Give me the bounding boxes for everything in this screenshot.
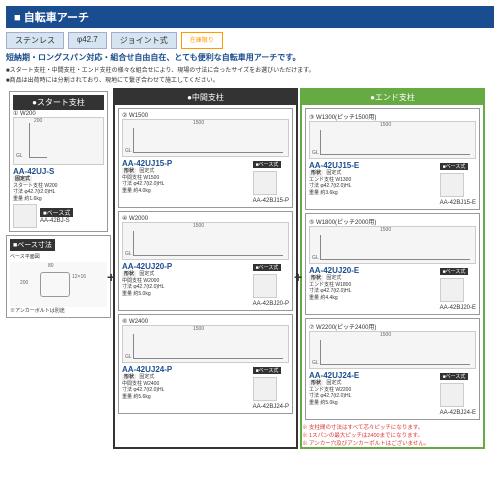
end-column: + ●エンド支柱 ③ W1300(ピッチ1500用)1500GLAA-42UJ1… [300,88,485,449]
tag-material: ステンレス [6,32,64,49]
item-diagram: 1500GL [122,119,289,157]
item-num: ⑥ W2400 [122,318,289,325]
item-base-img [253,377,277,401]
item-spec: 形状 固定式中間支柱 W2000 寸法 φ42.7(t2.0)HL 重量 約5.… [122,271,249,297]
item-spec: 形状 固定式中間支柱 W1500 寸法 φ42.7(t2.0)HL 重量 約4.… [122,168,249,194]
item-base-lbl: ■ベース式 [440,163,469,170]
item-num: ⑦ W2200(ピッチ2400用) [309,322,476,331]
plus-icon: + [294,269,302,285]
item-base-model: AA-42BJ20-E [440,305,476,311]
item-base-img [440,173,464,197]
col1-spec: 固定式スタート支柱 W200 寸法 φ42.7(t2.0)HL 重量 約1.6k… [13,176,104,202]
item-base-lbl: ■ベース式 [440,268,469,275]
item-diagram: 1500GL [309,226,476,264]
item-spec: 形状 固定式エンド支柱 W1300 寸法 φ42.7(t2.0)HL 重量 約3… [309,170,436,196]
item-base-img [253,274,277,298]
sub-text-2: ■商品は出荷時には分割されており、現地にて繋ぎ合わせて施工してください。 [6,75,494,84]
col1-num: ① W200 [13,110,104,117]
base-dimension: ■ベース寸法 ベース平面図 200 80 12×16 ※アンカーボルトは別途 [6,235,111,318]
product-item: ⑥ W24001500GL AA-42UJ24-P形状 固定式中間支柱 W2400… [118,314,293,414]
item-diagram: 1500GL [122,222,289,260]
item-num: ⑤ W1800(ピッチ2000用) [309,217,476,226]
item-num: ④ W2000 [122,215,289,222]
middle-column: + ●中間支柱 ② W15001500GLAA-42UJ15-P形状 固定式中間… [113,88,298,449]
col1-base-lbl: ■ベース式 [40,208,73,217]
item-model: AA-42UJ20-E [309,266,436,275]
item-model: AA-42UJ24-E [309,371,436,380]
item-base-model: AA-42BJ15-P [253,198,289,204]
col1-base-img [13,204,37,228]
col1-diagram: 200 GL [13,117,104,165]
item-num: ② W1500 [122,112,289,119]
page-title: ■ 自転車アーチ [6,6,494,28]
item-model: AA-42UJ20-P [122,262,249,271]
col1-base-model: AA-42BJ-S [40,218,70,224]
item-model: AA-42UJ15-E [309,161,436,170]
footnotes: ※ 支柱間の寸法はすべて芯々ピッチになります。 ※ 1スパンの最大ピッチは240… [302,423,483,447]
item-model: AA-42UJ24-P [122,365,249,374]
item-base-lbl: ■ベース式 [253,264,282,271]
item-base-model: AA-42BJ15-E [440,200,476,206]
item-base-model: AA-42BJ24-E [440,410,476,416]
product-grid: ●スタート支柱 ① W200 200 GL AA-42UJ-S 固定式スタート支… [6,88,494,449]
col1-model: AA-42UJ-S [13,167,104,176]
item-base-model: AA-42BJ24-P [253,404,289,410]
tag-stock: 在庫限り [181,32,223,49]
tag-diameter: φ42.7 [68,32,107,49]
product-item: ⑦ W2200(ピッチ2400用)1500GL AA-42UJ24-E形状 固定式… [305,318,480,420]
tag-row: ステンレス φ42.7 ジョイント式 在庫限り [6,32,494,49]
product-item: ③ W1300(ピッチ1500用)1500GL AA-42UJ15-E形状 固定式… [305,108,480,210]
item-base-img [440,278,464,302]
item-diagram: 1500GL [309,331,476,369]
item-base-lbl: ■ベース式 [440,373,469,380]
item-base-model: AA-42BJ20-P [253,301,289,307]
item-base-img [253,171,277,195]
item-base-lbl: ■ベース式 [253,367,282,374]
product-item: ⑤ W1800(ピッチ2000用)1500GL AA-42UJ20-E形状 固定式… [305,213,480,315]
tag-joint: ジョイント式 [111,32,177,49]
item-spec: 形状 固定式エンド支柱 W1800 寸法 φ42.7(t2.0)HL 重量 約4… [309,275,436,301]
start-column: ●スタート支柱 ① W200 200 GL AA-42UJ-S 固定式スタート支… [6,88,111,449]
col3-header: ●エンド支柱 [302,90,483,105]
col1-header: ●スタート支柱 [13,95,104,110]
item-model: AA-42UJ15-P [122,159,249,168]
sub-text-1: ■スタート支柱・中間支柱・エンド支柱の様々な組合せにより、現場の寸法に合ったサイ… [6,65,494,74]
plus-icon: + [107,269,115,285]
item-diagram: 1500GL [122,325,289,363]
item-base-img [440,383,464,407]
item-diagram: 1500GL [309,121,476,159]
lead-text: 短納期・ロングスパン対応・組合せ自由自在、とても便利な自転車用アーチです。 [6,52,494,63]
item-base-lbl: ■ベース式 [253,161,282,168]
item-spec: 形状 固定式エンド支柱 W2200 寸法 φ42.7(t2.0)HL 重量 約5… [309,380,436,406]
item-spec: 形状 固定式中間支柱 W2400 寸法 φ42.7(t2.0)HL 重量 約5.… [122,374,249,400]
item-num: ③ W1300(ピッチ1500用) [309,112,476,121]
col2-header: ●中間支柱 [115,90,296,105]
product-item: ② W15001500GL AA-42UJ15-P形状 固定式中間支柱 W1500… [118,108,293,208]
product-item: ④ W20001500GL AA-42UJ20-P形状 固定式中間支柱 W2000… [118,211,293,311]
